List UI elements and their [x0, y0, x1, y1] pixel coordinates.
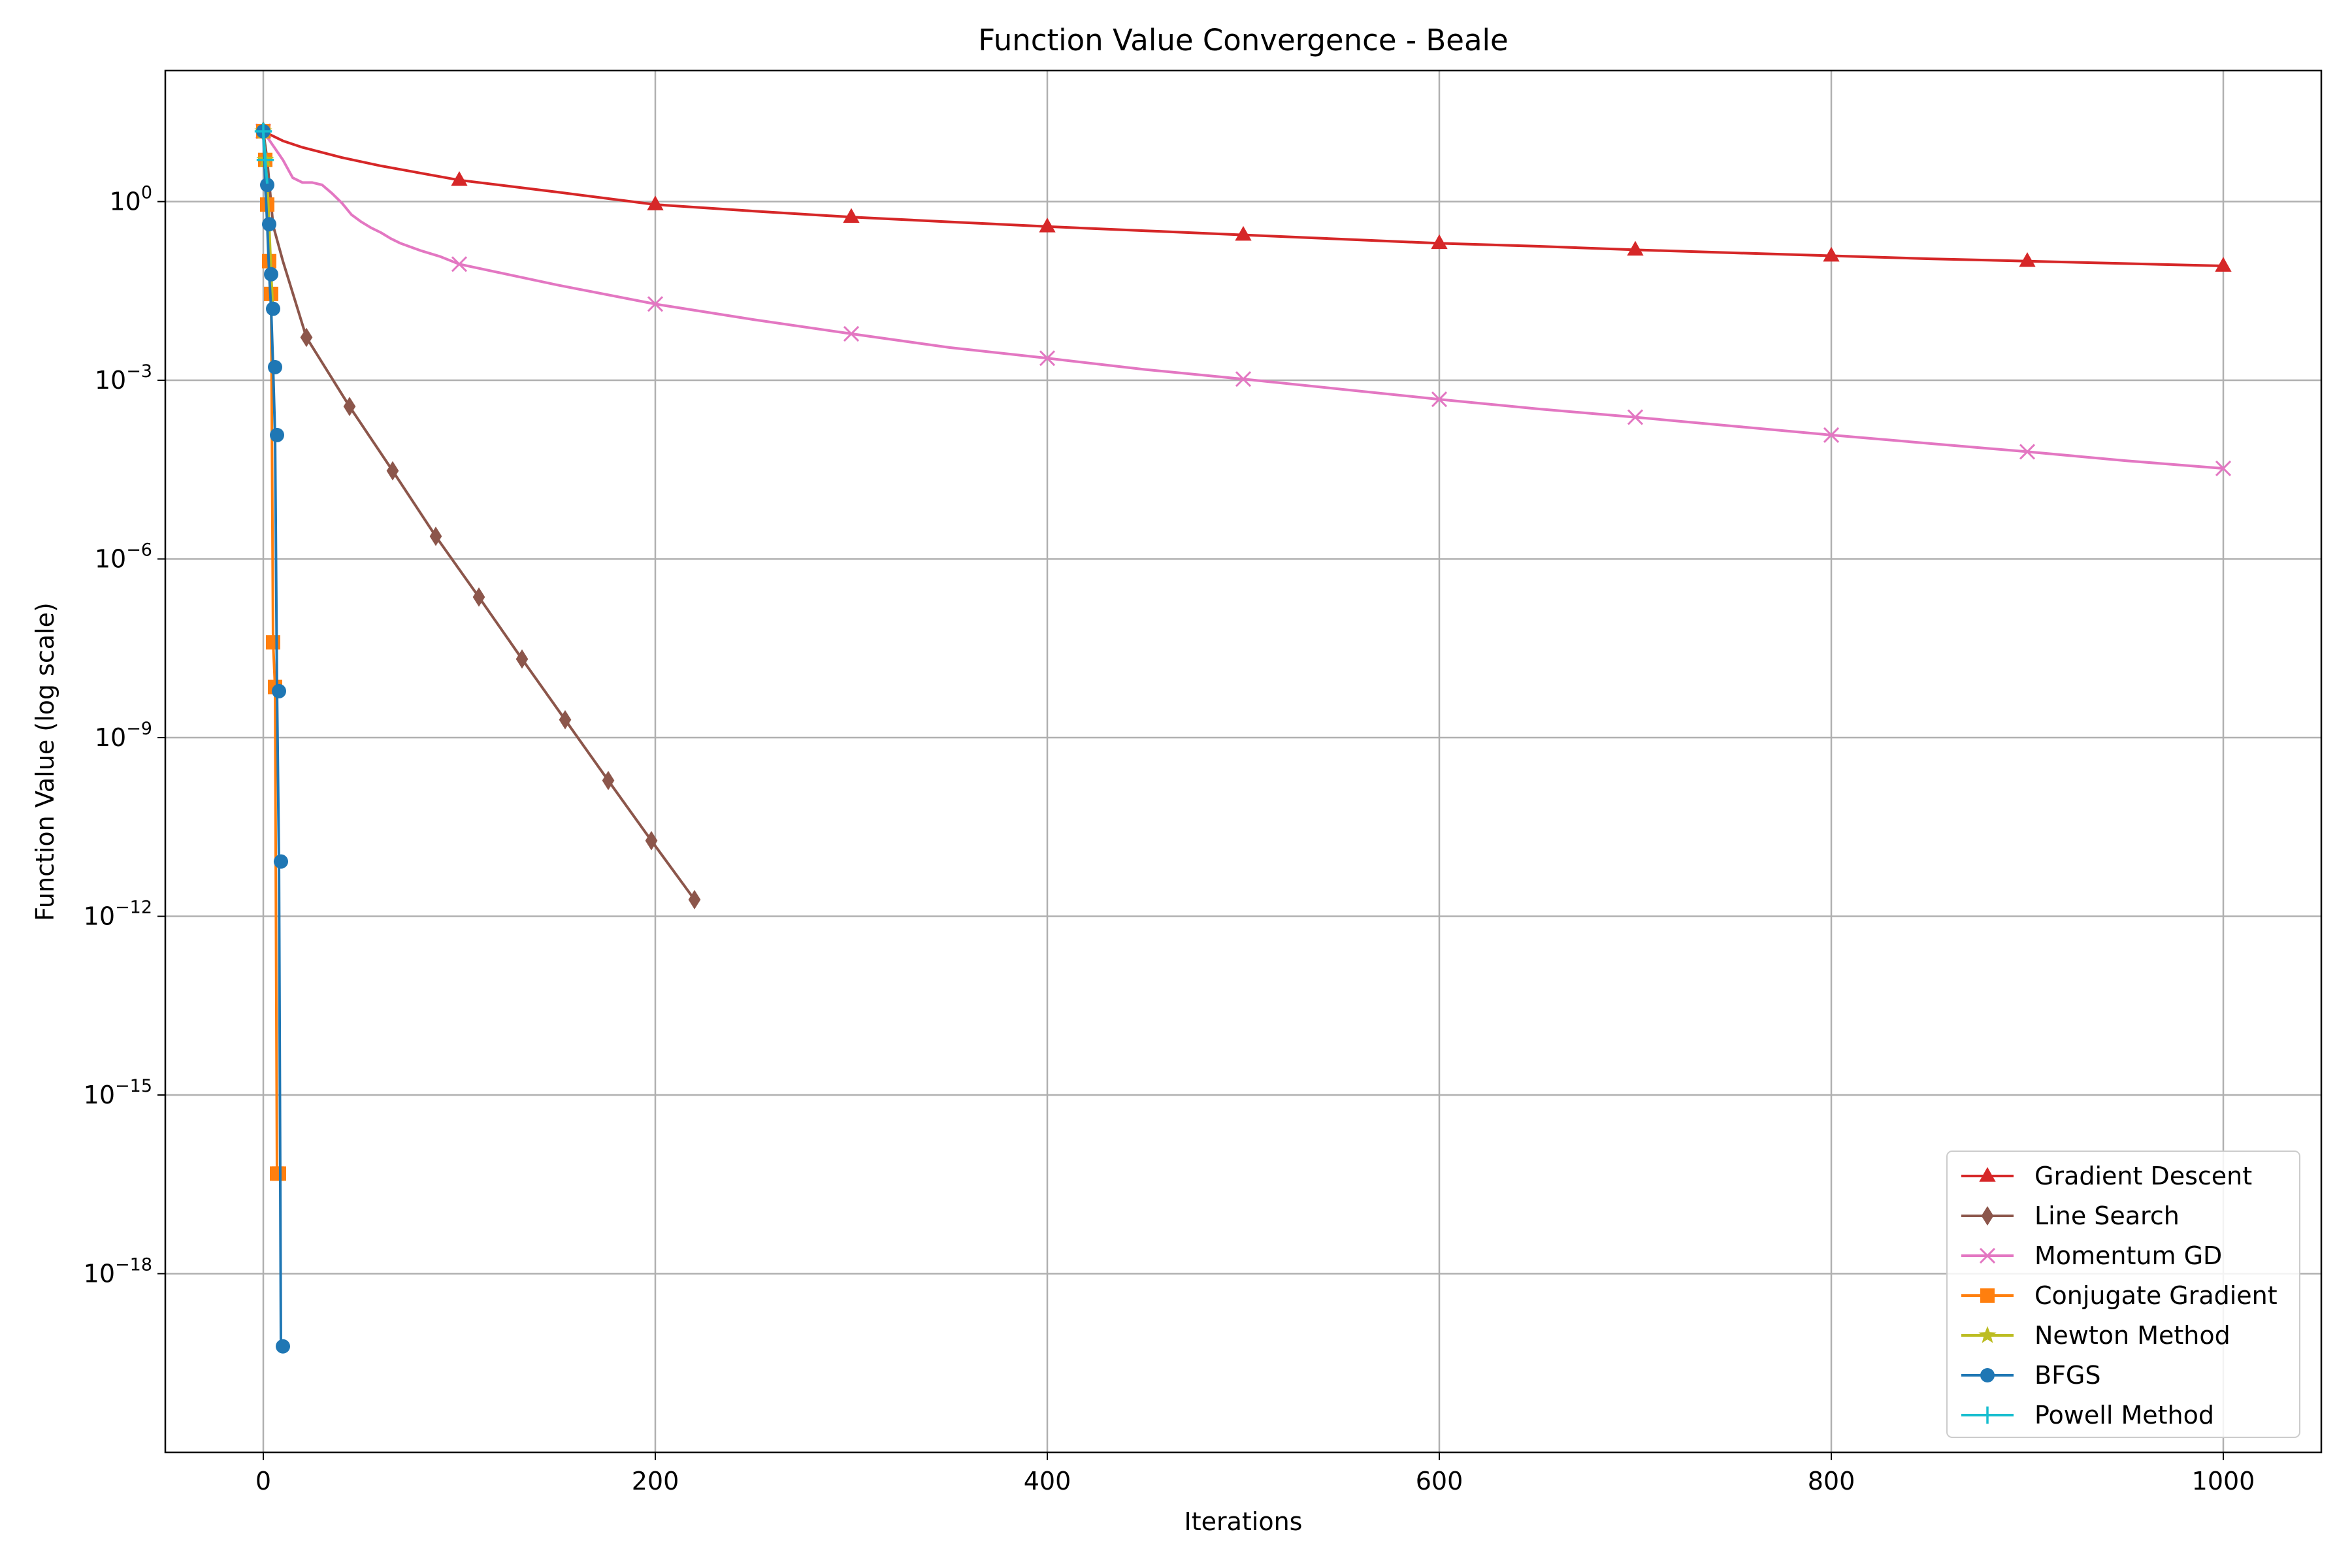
- bfgs-marker: [274, 854, 288, 869]
- momentum-gd-marker: [1823, 427, 1840, 443]
- bfgs-marker: [260, 178, 274, 193]
- line-search-marker: [688, 890, 701, 909]
- y-axis-label: Function Value (log scale): [31, 602, 59, 921]
- momentum-gd-marker: [451, 256, 468, 272]
- chart-title: Function Value Convergence - Beale: [978, 23, 1508, 57]
- legend-entry-newton-method: Newton Method: [1961, 1321, 2230, 1350]
- line-search-marker: [472, 587, 485, 607]
- momentum-gd-marker: [843, 325, 860, 342]
- y-tick-label: 10−6: [95, 540, 152, 574]
- line-search-marker: [343, 397, 356, 417]
- series-powell-method: [254, 122, 274, 184]
- momentum-gd-line: [262, 130, 2224, 470]
- y-tick-label: 10−9: [95, 719, 152, 752]
- legend-swatch-marker: [1980, 1368, 1995, 1382]
- momentum-gd-marker: [1235, 371, 1252, 387]
- x-tick-label: 800: [1808, 1467, 1855, 1495]
- legend-entry-momentum-gd: Momentum GD: [1961, 1241, 2222, 1270]
- bfgs-marker: [264, 267, 278, 282]
- legend-box: [1946, 1151, 2300, 1438]
- gradient-descent-marker: [1431, 234, 1448, 250]
- momentum-gd-marker: [1627, 409, 1644, 425]
- x-tick-label: 1000: [2192, 1467, 2255, 1495]
- bfgs-marker: [268, 359, 282, 374]
- x-tick-label: 600: [1416, 1467, 1463, 1495]
- line-search-marker: [386, 461, 399, 481]
- momentum-gd-marker: [1039, 350, 1056, 367]
- bfgs-marker: [270, 427, 284, 442]
- gradient-descent-marker: [647, 195, 664, 210]
- bfgs-marker: [266, 301, 280, 316]
- x-tick-label: 200: [632, 1467, 679, 1495]
- y-tick-label: 10−18: [84, 1255, 152, 1288]
- legend-label: BFGS: [2034, 1361, 2101, 1390]
- bfgs-marker: [272, 683, 286, 698]
- legend-label: Conjugate Gradient: [2034, 1281, 2278, 1310]
- legend-entry-conjugate-gradient: Conjugate Gradient: [1961, 1281, 2278, 1310]
- x-axis-ticks: 0 200 400 600 800 1000: [255, 1452, 2255, 1495]
- legend-swatch-marker: [1978, 1406, 1997, 1424]
- gradient-descent-marker: [451, 171, 468, 186]
- line-search-line: [262, 131, 696, 901]
- legend-entry-line-search: Line Search: [1961, 1201, 2180, 1230]
- powell-method-marker: [256, 151, 274, 169]
- line-search-marker: [602, 770, 615, 791]
- x-tick-label: 0: [255, 1467, 271, 1495]
- line-search-marker: [300, 327, 313, 348]
- legend-label: Newton Method: [2034, 1321, 2230, 1350]
- legend-swatch-marker: [1978, 1326, 1997, 1343]
- legend-swatch-marker: [1979, 1247, 1996, 1264]
- y-tick-label: 10−15: [84, 1076, 152, 1109]
- legend-swatch-marker: [1981, 1206, 1994, 1226]
- y-axis-ticks: 100 10−3 10−6 10−9 10−12 10−15 10−18: [84, 183, 165, 1288]
- legend-label: Gradient Descent: [2034, 1162, 2252, 1190]
- series-bfgs: [256, 123, 290, 1354]
- gradient-descent-marker: [843, 208, 860, 223]
- conjugate-gradient-marker: [266, 635, 280, 650]
- grid-lines: [165, 71, 2321, 1452]
- line-search-marker: [429, 527, 442, 546]
- legend-entry-bfgs: BFGS: [1961, 1361, 2101, 1390]
- x-tick-label: 400: [1024, 1467, 1071, 1495]
- gradient-descent-marker: [2019, 252, 2036, 267]
- legend-label: Powell Method: [2034, 1401, 2214, 1429]
- series-momentum-gd: [255, 123, 2232, 477]
- plot-series: [254, 122, 2232, 1354]
- gradient-descent-marker: [1823, 246, 1840, 262]
- momentum-gd-marker: [2019, 444, 2036, 460]
- plot-frame: [164, 69, 2323, 1454]
- legend-swatch-marker: [1980, 1288, 1995, 1303]
- series-gradient-descent: [263, 130, 2232, 272]
- gradient-descent-marker: [1039, 218, 1056, 233]
- gradient-descent-marker: [1235, 225, 1252, 241]
- legend: Gradient Descent Line Search Momentum GD Co…: [1946, 1151, 2300, 1438]
- x-axis-label: Iterations: [1184, 1507, 1303, 1536]
- momentum-gd-marker: [647, 296, 664, 312]
- y-tick-label: 10−3: [95, 361, 152, 395]
- bfgs-marker: [276, 1339, 290, 1354]
- legend-label: Line Search: [2034, 1201, 2180, 1230]
- gradient-descent-marker: [1627, 240, 1644, 256]
- line-search-marker: [559, 710, 572, 730]
- powell-method-marker: [254, 122, 272, 140]
- momentum-gd-marker: [1431, 391, 1448, 408]
- legend-label: Momentum GD: [2034, 1241, 2222, 1270]
- y-tick-label: 10−12: [84, 898, 152, 931]
- legend-entry-gradient-descent: Gradient Descent: [1961, 1162, 2252, 1190]
- gradient-descent-marker: [2215, 257, 2232, 272]
- y-tick-label: 100: [109, 183, 152, 216]
- legend-entry-powell-method: Powell Method: [1961, 1401, 2214, 1429]
- line-search-marker: [645, 830, 658, 851]
- momentum-gd-marker: [2215, 460, 2232, 477]
- legend-swatch-marker: [1979, 1167, 1996, 1182]
- line-search-marker: [515, 649, 529, 669]
- bfgs-marker: [262, 217, 276, 232]
